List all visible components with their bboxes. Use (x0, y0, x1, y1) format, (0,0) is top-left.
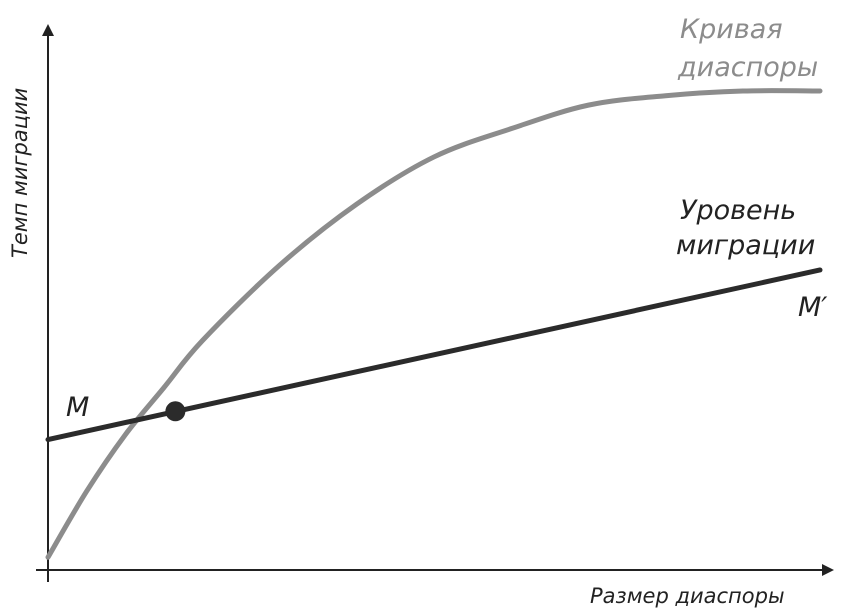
x-axis-label: Размер диаспоры (590, 584, 785, 608)
migration-level-label-line1: Уровень (680, 195, 796, 226)
diaspora-curve-series (45, 88, 823, 560)
migration-level-label-line2: миграции (676, 230, 815, 261)
diaspora-curve-label-line1: Кривая (680, 14, 783, 45)
migration-start-label: M (66, 392, 89, 423)
intersection-point (165, 401, 186, 422)
y-axis-label: Темп миграции (8, 88, 32, 258)
migration-end-label: M′ (798, 292, 827, 323)
migration-level-series (45, 267, 823, 443)
diaspora-curve-label-line2: диаспоры (677, 52, 818, 83)
